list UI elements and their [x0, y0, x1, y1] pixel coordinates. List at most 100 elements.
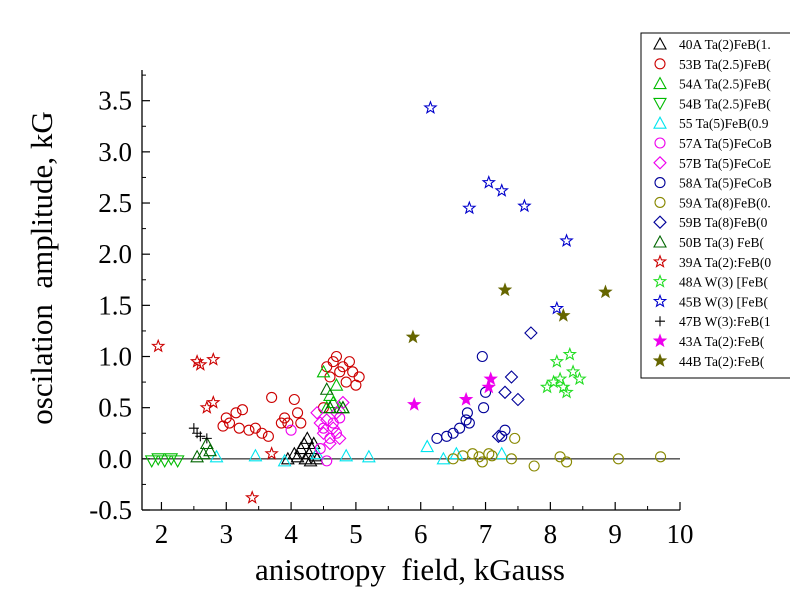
data-point [314, 443, 326, 455]
data-point [481, 174, 497, 189]
data-point [572, 371, 587, 386]
legend-marker [653, 116, 667, 129]
legend-item: 47B W(3):FeB(1 [655, 314, 771, 329]
data-point [598, 284, 613, 299]
data-point [505, 453, 518, 465]
legend-marker [652, 353, 668, 367]
data-point [313, 416, 328, 430]
legend-item: 59A Ta(8)FeB(0. [654, 195, 771, 210]
data-point [319, 382, 334, 395]
legend-marker [654, 177, 666, 189]
data-point [420, 439, 435, 453]
data-point [347, 366, 359, 378]
data-point [230, 407, 242, 419]
data-point [561, 456, 573, 468]
legend: 40A Ta(2)FeB(1. 53B Ta(2.5)FeB(54A Ta(2.5… [640, 32, 790, 379]
y-tick-label: 1.5 [98, 290, 132, 320]
data-point [499, 424, 511, 436]
legend-item: 58A Ta(5)FeCoB [654, 176, 772, 191]
data-point [511, 392, 525, 407]
y-tick-label: 3.5 [98, 86, 132, 116]
data-point [496, 430, 508, 442]
data-point [562, 346, 578, 361]
legend-marker [654, 58, 666, 70]
legend-label: 57B Ta(5)FeCoE [679, 156, 771, 171]
x-tick-label: 10 [667, 519, 694, 549]
data-point [441, 430, 453, 442]
data-point [462, 200, 477, 215]
y-tick-label: 2.5 [98, 188, 132, 218]
legend-label: 59B Ta(8)FeB(0 [679, 215, 768, 230]
data-point [476, 456, 488, 468]
data-point [343, 356, 355, 368]
legend-label: 53B Ta(2.5)FeB( [679, 57, 771, 72]
legend-marker [653, 234, 667, 248]
data-point [277, 453, 292, 467]
data-point [336, 395, 350, 410]
data-point [494, 183, 509, 197]
data-point [170, 455, 185, 469]
data-point [407, 397, 422, 411]
data-point [310, 406, 324, 420]
series-10 [190, 382, 350, 463]
data-point [340, 376, 352, 388]
data-point [528, 460, 540, 472]
y-tick-label: 0.0 [98, 444, 132, 474]
data-point [264, 446, 279, 460]
data-point [199, 400, 215, 414]
legend-marker [653, 156, 667, 170]
legend-label: 47B W(3):FeB(1 [679, 314, 771, 329]
data-point [292, 407, 304, 419]
legend-label: 40A Ta(2)FeB(1. [679, 37, 771, 52]
data-point [361, 449, 376, 463]
data-point [306, 436, 321, 450]
data-point [190, 449, 205, 463]
data-point [195, 431, 206, 442]
data-point [249, 422, 261, 434]
legend-marker [655, 316, 665, 327]
series-12 [539, 346, 587, 399]
data-point [206, 351, 221, 366]
x-tick-label: 2 [155, 519, 169, 549]
legend-item: 44B Ta(2):FeB( [652, 353, 765, 369]
legend-label: 39A Ta(2):FeB(0 [679, 255, 771, 270]
data-point [524, 326, 538, 340]
data-point [339, 448, 354, 462]
series-13 [423, 100, 574, 315]
legend-marker [653, 215, 667, 229]
data-point [447, 427, 459, 439]
data-point [330, 350, 343, 363]
data-point [460, 414, 472, 426]
legend-label: 44B Ta(2):FeB( [679, 354, 765, 369]
data-point [549, 354, 565, 368]
y-tick-label: -0.5 [89, 495, 132, 525]
data-point [517, 198, 532, 213]
data-point [290, 449, 305, 463]
legend-item: 55 Ta(5)FeB(0.9 [653, 116, 769, 131]
data-point [248, 448, 263, 462]
data-point [203, 443, 217, 457]
legend-box [640, 32, 790, 379]
data-point [256, 427, 268, 439]
series-3 [144, 453, 185, 469]
legend-label: 59A Ta(8)FeB(0. [679, 195, 771, 210]
data-point [316, 426, 331, 441]
legend-item: 54B Ta(2.5)FeB( [653, 96, 771, 111]
legend-marker [652, 254, 668, 268]
legend-marker [652, 293, 668, 308]
data-point [319, 413, 334, 427]
x-axis-title: anisotropy field, kGauss [255, 552, 565, 587]
data-point [478, 402, 490, 414]
data-point [549, 300, 565, 315]
data-point [556, 307, 571, 322]
data-point [556, 379, 571, 394]
data-point [209, 449, 224, 463]
data-point [447, 453, 459, 465]
legend-label: 54B Ta(2.5)FeB( [679, 96, 771, 111]
series-16 [405, 282, 613, 344]
data-point [655, 451, 667, 463]
data-point [476, 350, 488, 363]
x-tick-label: 4 [284, 519, 298, 549]
legend-item: 48A W(3) [FeB( [652, 274, 768, 290]
